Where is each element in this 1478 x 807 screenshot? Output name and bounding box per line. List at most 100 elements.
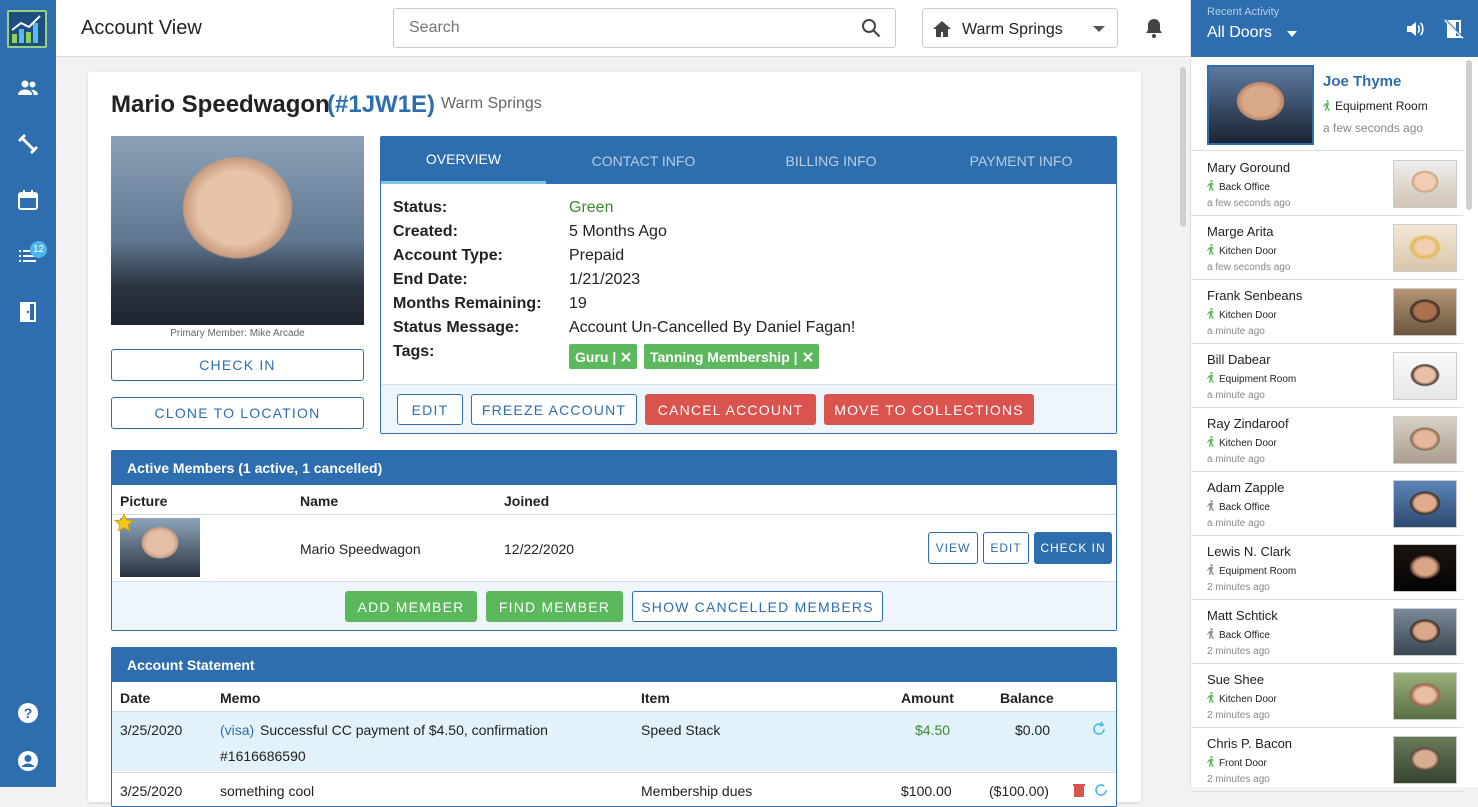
cancel-account-button[interactable]: CANCEL ACCOUNT	[645, 394, 816, 425]
refresh-icon[interactable]	[1091, 721, 1107, 742]
tab-overview[interactable]: OVERVIEW	[381, 137, 546, 184]
user-account-icon[interactable]	[16, 749, 40, 773]
status-message-value: Account Un-Cancelled By Daniel Fagan!	[569, 319, 856, 336]
activity-name: Matt Schtick	[1207, 608, 1278, 623]
recent-activity-header: Recent Activity All Doors	[1191, 0, 1478, 57]
move-to-collections-button[interactable]: MOVE TO COLLECTIONS	[824, 394, 1034, 425]
account-tabs-panel: OVERVIEW CONTACT INFO BILLING INFO PAYME…	[380, 136, 1117, 434]
activity-photo	[1393, 416, 1457, 464]
list-icon[interactable]	[16, 244, 40, 268]
col-header-memo: Memo	[220, 690, 261, 706]
trash-icon[interactable]	[1072, 782, 1086, 803]
notification-count-badge: 12	[30, 241, 47, 258]
activity-time: a minute ago	[1207, 518, 1265, 529]
door-icon[interactable]	[16, 300, 40, 324]
active-members-panel: Active Members (1 active, 1 cancelled) P…	[111, 450, 1117, 631]
list-item[interactable]: Matt Schtick Back Office 2 minutes ago	[1191, 600, 1463, 664]
bell-icon[interactable]	[1144, 17, 1164, 44]
close-icon[interactable]	[621, 349, 631, 365]
row-date: 3/25/2020	[120, 783, 183, 799]
row-memo-tag[interactable]: (visa)	[220, 722, 255, 738]
app-logo[interactable]	[7, 10, 47, 48]
tab-contact-info[interactable]: CONTACT INFO	[591, 152, 696, 169]
member-check-in-button[interactable]: CHECK IN	[1034, 532, 1112, 564]
side-nav: 12 ?	[0, 0, 56, 787]
activity-time: 2 minutes ago	[1207, 646, 1270, 657]
walking-person-icon	[1207, 628, 1219, 641]
tags-label: Tags:	[393, 343, 435, 360]
close-icon[interactable]	[802, 349, 813, 365]
activity-photo	[1393, 608, 1457, 656]
location-label: Warm Springs	[962, 21, 1063, 38]
account-location: Warm Springs	[441, 95, 542, 112]
show-cancelled-members-button[interactable]: SHOW CANCELLED MEMBERS	[632, 591, 883, 622]
edit-member-button[interactable]: EDIT	[983, 532, 1029, 564]
activity-door-label: Kitchen Door	[1219, 310, 1277, 321]
freeze-account-button[interactable]: FREEZE ACCOUNT	[471, 394, 637, 425]
list-item[interactable]: Chris P. Bacon Front Door 2 minutes ago	[1191, 728, 1463, 792]
featured-photo[interactable]	[1207, 65, 1314, 145]
find-member-button[interactable]: FIND MEMBER	[486, 591, 623, 622]
list-item[interactable]: Lewis N. Clark Equipment Room 2 minutes …	[1191, 536, 1463, 600]
walking-person-icon	[1323, 99, 1335, 113]
list-item[interactable]: Mary Goround Back Office a few seconds a…	[1191, 152, 1463, 216]
list-item[interactable]: Marge Arita Kitchen Door a few seconds a…	[1191, 216, 1463, 280]
scroll-thumb[interactable]	[1180, 67, 1186, 227]
activity-time: a few seconds ago	[1207, 198, 1291, 209]
list-item[interactable]: Bill Dabear Equipment Room a minute ago	[1191, 344, 1463, 408]
add-member-button[interactable]: ADD MEMBER	[345, 591, 477, 622]
activity-scrollbar[interactable]	[1466, 60, 1472, 210]
list-item[interactable]: Sue Shee Kitchen Door 2 minutes ago	[1191, 664, 1463, 728]
help-icon[interactable]: ?	[16, 701, 40, 725]
tab-billing-info[interactable]: BILLING INFO	[785, 152, 877, 169]
list-item[interactable]: Adam Zapple Back Office a minute ago	[1191, 472, 1463, 536]
page-title: Account View	[81, 17, 202, 39]
activity-name: Ray Zindaroof	[1207, 416, 1289, 431]
activity-door: Back Office	[1207, 500, 1270, 513]
col-header-joined: Joined	[504, 493, 550, 509]
created-value: 5 Months Ago	[569, 223, 667, 240]
activity-time: a minute ago	[1207, 454, 1265, 465]
dumbbell-icon[interactable]	[16, 132, 40, 156]
star-icon	[114, 512, 134, 538]
home-icon	[932, 20, 952, 43]
members-icon[interactable]	[16, 76, 40, 100]
activity-door: Back Office	[1207, 180, 1270, 193]
months-remaining-label: Months Remaining:	[393, 295, 542, 312]
calendar-icon[interactable]	[16, 188, 40, 212]
row-item: Speed Stack	[641, 722, 721, 738]
door-filter-select[interactable]: All Doors	[1207, 24, 1272, 41]
activity-door-label: Kitchen Door	[1219, 438, 1277, 449]
activity-door: Back Office	[1207, 628, 1270, 641]
chevron-down-icon[interactable]	[1287, 31, 1297, 37]
divider	[112, 514, 1116, 515]
main-scrollbar[interactable]	[1176, 57, 1190, 787]
clone-to-location-button[interactable]: CLONE TO LOCATION	[111, 397, 364, 429]
list-item[interactable]: Frank Senbeans Kitchen Door a minute ago	[1191, 280, 1463, 344]
location-select[interactable]: Warm Springs	[922, 8, 1118, 48]
activity-photo	[1393, 224, 1457, 272]
tab-payment-info[interactable]: PAYMENT INFO	[969, 152, 1073, 169]
activity-photo	[1393, 544, 1457, 592]
walking-person-icon	[1207, 308, 1219, 321]
featured-activity[interactable]: Joe Thyme Equipment Room a few seconds a…	[1191, 57, 1463, 151]
walking-person-icon	[1207, 756, 1219, 769]
refresh-icon[interactable]	[1093, 782, 1109, 803]
activity-name: Chris P. Bacon	[1207, 736, 1293, 751]
activity-time: a few seconds ago	[1207, 262, 1291, 273]
featured-name[interactable]: Joe Thyme	[1323, 73, 1402, 90]
activity-door: Kitchen Door	[1207, 692, 1277, 705]
volume-icon[interactable]	[1405, 19, 1425, 44]
search-box[interactable]	[393, 8, 896, 48]
member-photo[interactable]	[120, 518, 200, 577]
list-item[interactable]: Ray Zindaroof Kitchen Door a minute ago	[1191, 408, 1463, 472]
edit-account-button[interactable]: EDIT	[397, 394, 463, 425]
check-in-button[interactable]: CHECK IN	[111, 349, 364, 381]
recent-activity-panel: Recent Activity All Doors Joe Thyme Equi…	[1190, 0, 1478, 792]
search-icon[interactable]	[861, 18, 881, 43]
activity-door: Front Door	[1207, 756, 1267, 769]
search-input[interactable]	[409, 9, 849, 47]
no-door-icon[interactable]	[1444, 19, 1464, 44]
primary-member-caption: Primary Member: Mike Arcade	[170, 328, 305, 339]
view-member-button[interactable]: VIEW	[928, 532, 978, 564]
